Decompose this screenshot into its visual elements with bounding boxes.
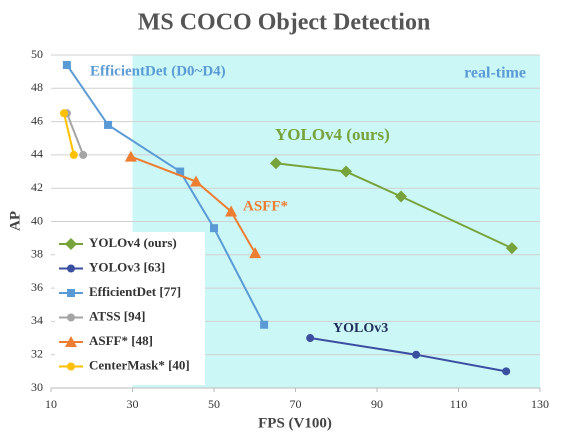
marker (176, 167, 185, 176)
legend-label: YOLOv4 (ours) (89, 235, 177, 250)
marker (260, 320, 269, 329)
marker (79, 150, 88, 159)
series-line (130, 155, 257, 254)
marker (124, 150, 137, 162)
marker (67, 264, 75, 273)
y-tick-label: 32 (31, 346, 43, 360)
x-tick-label: 130 (531, 397, 549, 411)
marker (269, 157, 282, 170)
y-tick-label: 40 (31, 213, 43, 227)
marker (60, 109, 69, 118)
legend-label: EfficientDet [77] (89, 284, 181, 299)
marker (225, 205, 238, 217)
marker (104, 120, 113, 129)
marker (395, 190, 408, 203)
x-tick-label: 10 (45, 397, 57, 411)
marker (249, 247, 262, 259)
y-tick-label: 42 (31, 180, 43, 194)
marker (67, 313, 75, 322)
y-tick-label: 46 (31, 113, 43, 127)
x-tick-label: 90 (371, 397, 383, 411)
series-line (65, 112, 85, 156)
y-tick-label: 30 (31, 380, 43, 394)
y-tick-label: 48 (31, 80, 43, 94)
y-tick-label: 38 (31, 247, 43, 261)
legend-label: YOLOv3 [63] (89, 259, 165, 274)
marker (505, 242, 518, 255)
series-line (63, 113, 75, 156)
marker (65, 238, 77, 250)
marker (340, 165, 353, 178)
y-tick-label: 44 (31, 147, 43, 161)
marker (69, 150, 78, 159)
marker (210, 224, 218, 233)
marker (67, 289, 75, 297)
marker (306, 334, 315, 343)
marker (67, 362, 75, 371)
y-tick-label: 34 (31, 313, 43, 327)
annotation: YOLOv4 (ours) (275, 125, 390, 144)
marker (412, 350, 421, 359)
x-tick-label: 110 (450, 397, 468, 411)
legend-label: ATSS [94] (89, 308, 145, 323)
series-line (275, 162, 513, 250)
annotation: ASFF* (243, 198, 288, 214)
x-axis-label: FPS (V100) (258, 415, 332, 431)
legend-box (55, 232, 205, 385)
marker (502, 367, 511, 376)
legend-label: CenterMask* [40] (89, 357, 190, 372)
plot (60, 60, 518, 376)
marker (190, 175, 203, 187)
y-tick-label: 50 (31, 47, 43, 61)
x-tick-label: 70 (290, 397, 302, 411)
x-tick-label: 50 (208, 397, 220, 411)
legend: YOLOv4 (ours) YOLOv3 [63] EfficientDet [77… (55, 232, 205, 385)
marker (65, 336, 77, 347)
y-tick-label: 36 (31, 280, 43, 294)
annotation: EfficientDet (D0~D4) (90, 63, 226, 79)
annotation: YOLOv3 (333, 321, 388, 336)
chart-title: MS COCO Object Detection (138, 10, 431, 36)
y-axis-label: AP (7, 211, 23, 231)
annotation: real-time (464, 65, 526, 82)
marker (62, 60, 71, 69)
x-tick-label: 30 (127, 397, 139, 411)
legend-label: ASFF* [48] (89, 333, 153, 348)
